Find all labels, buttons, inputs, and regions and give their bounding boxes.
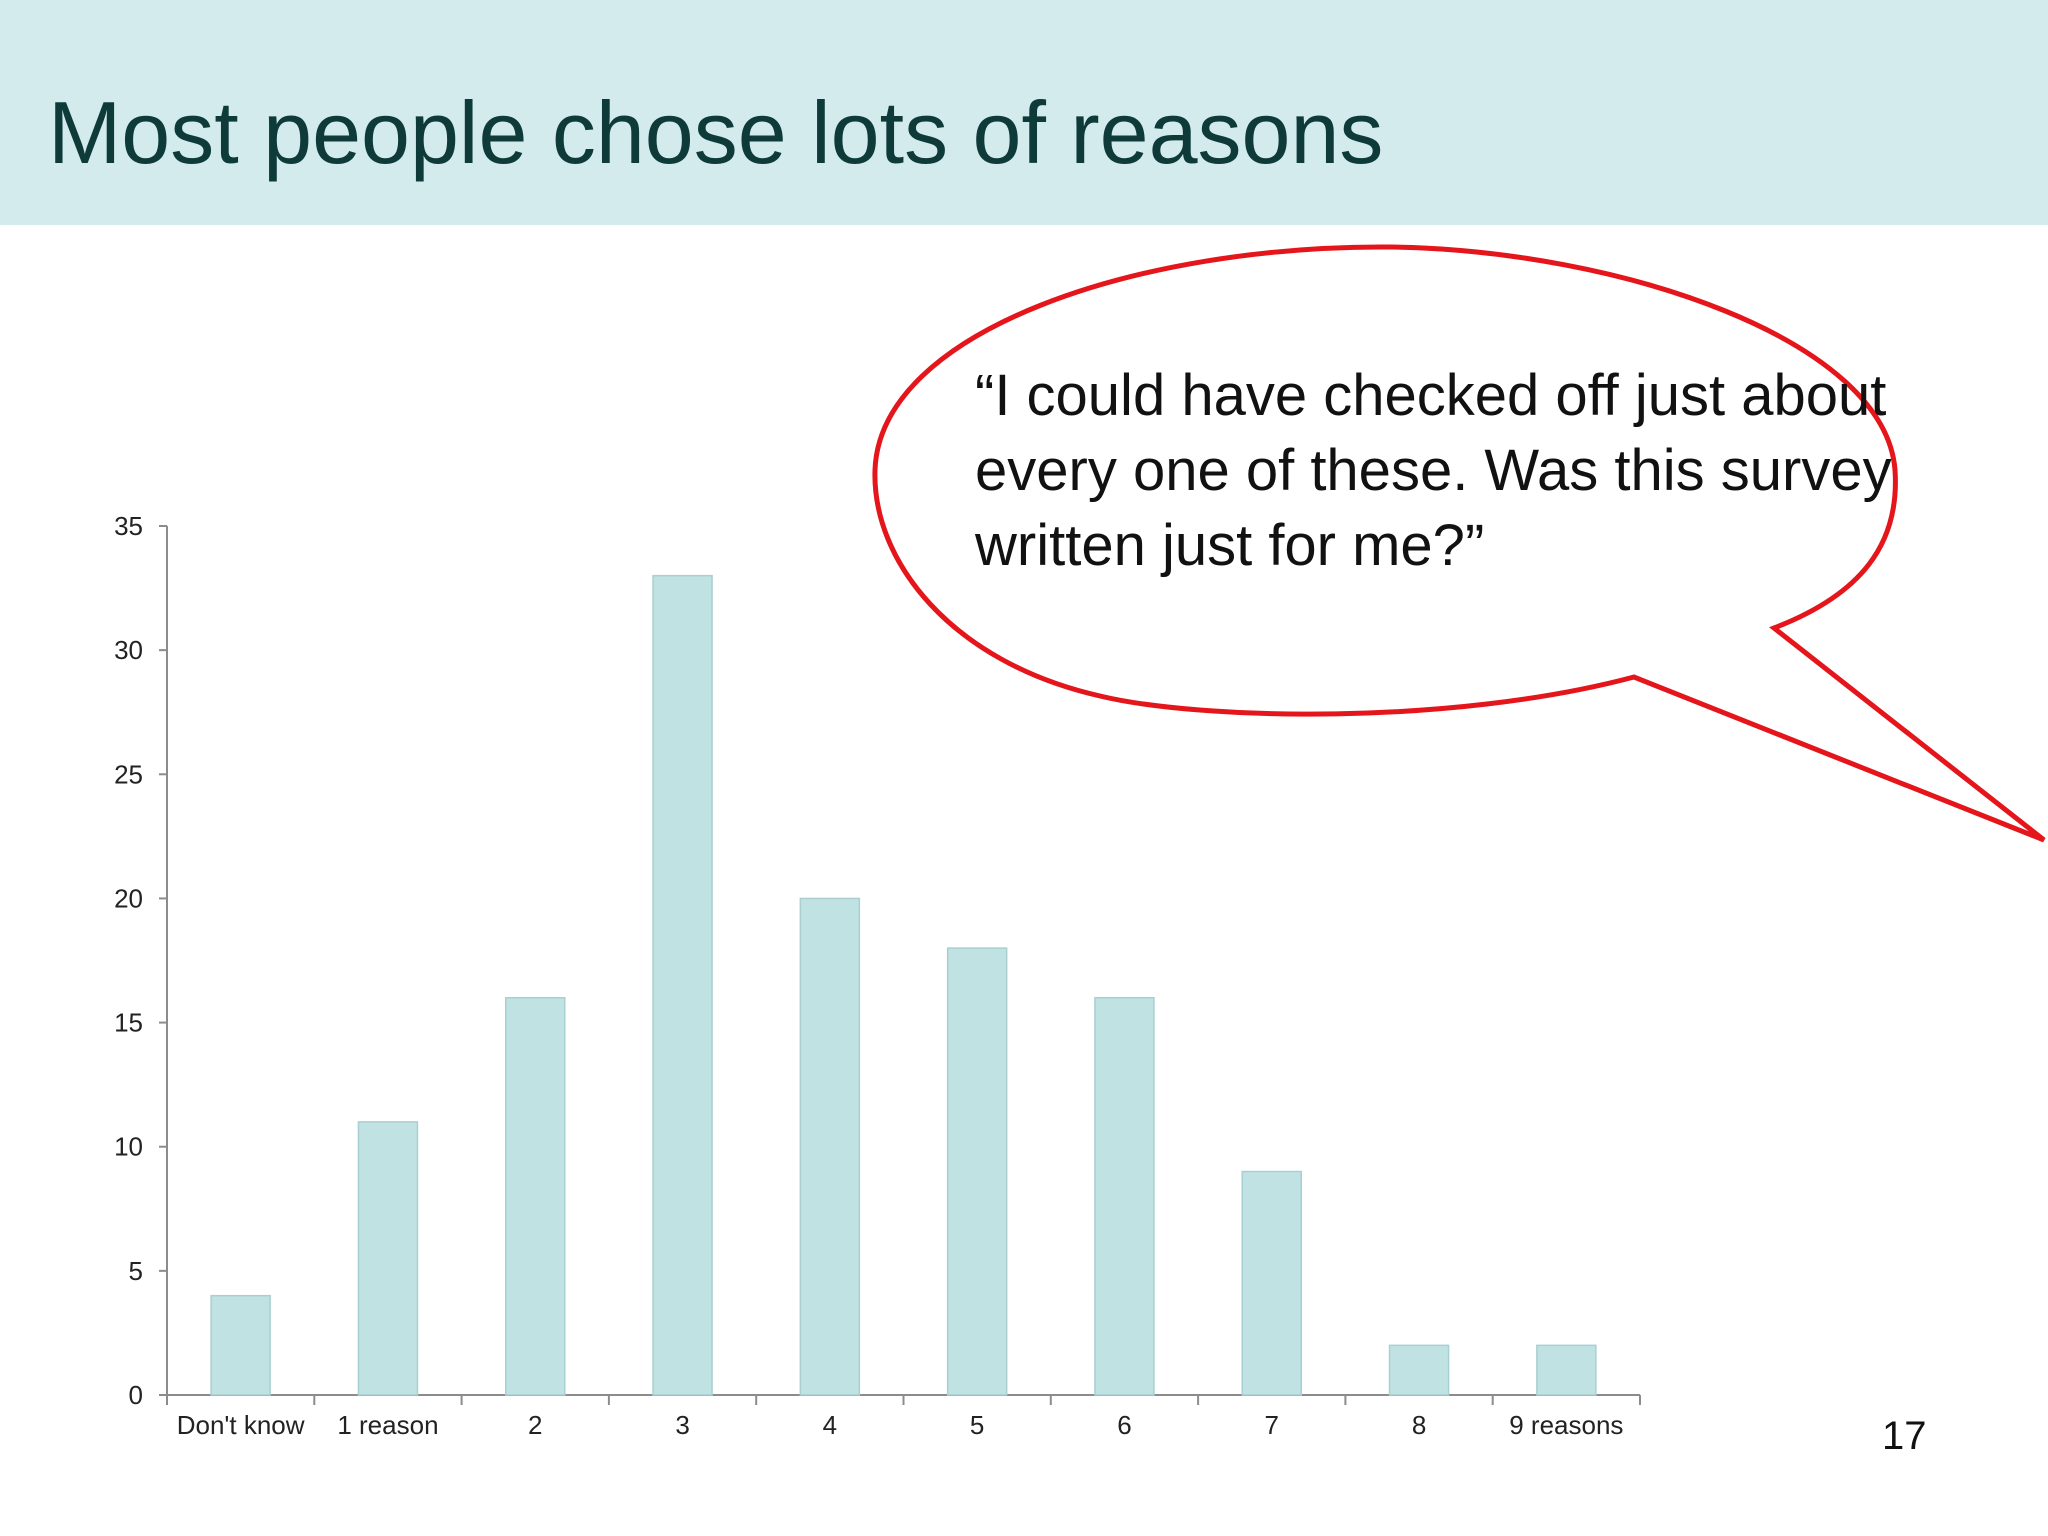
y-tick-label: 20: [114, 883, 143, 913]
bar: [799, 897, 861, 1396]
title-band: [0, 0, 2048, 225]
x-category-label: 3: [675, 1410, 689, 1440]
bar: [1094, 996, 1155, 1396]
speech-bubble-quote: “I could have checked off just about eve…: [975, 363, 1892, 578]
x-category-label: 4: [823, 1410, 837, 1440]
x-category-label: 6: [1117, 1410, 1131, 1440]
y-tick-label: 5: [129, 1256, 143, 1286]
y-tick-label: 15: [114, 1008, 143, 1038]
bar: [210, 1294, 271, 1396]
bar: [1388, 1344, 1450, 1396]
bar: [652, 574, 713, 1396]
x-category-label: 5: [970, 1410, 984, 1440]
x-category-label: 8: [1412, 1410, 1426, 1440]
bar: [946, 947, 1008, 1396]
page-number: 17: [1882, 1414, 1927, 1458]
x-category-label: 1 reason: [337, 1410, 438, 1440]
bar: [505, 996, 566, 1396]
slide-title: Most people chose lots of reasons: [48, 83, 1384, 182]
y-tick-label: 25: [114, 759, 143, 789]
x-category-label: 2: [528, 1410, 542, 1440]
x-category-label: 7: [1265, 1410, 1279, 1440]
bar: [1241, 1170, 1302, 1396]
y-tick-label: 30: [114, 635, 143, 665]
bar: [1536, 1344, 1597, 1396]
x-category-label: Don't know: [177, 1410, 305, 1440]
speech-bubble-outline: [872, 244, 2046, 843]
bar: [357, 1121, 419, 1396]
y-tick-label: 0: [129, 1380, 143, 1410]
x-category-label: 9 reasons: [1509, 1410, 1623, 1440]
y-tick-label: 35: [114, 511, 143, 541]
y-tick-label: 10: [114, 1132, 143, 1162]
